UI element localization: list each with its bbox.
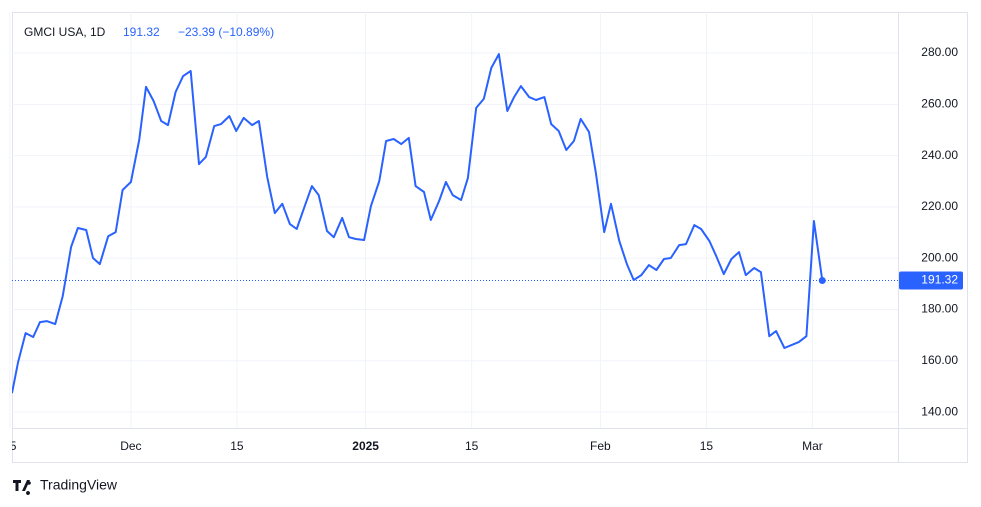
x-tick-label: 15 xyxy=(700,439,714,453)
x-tick-label: Mar xyxy=(802,439,823,453)
y-tick-label: 160.00 xyxy=(921,353,958,367)
y-tick-label: 220.00 xyxy=(921,199,958,213)
x-tick-label: 15 xyxy=(3,439,17,453)
y-tick-label: 140.00 xyxy=(921,404,958,418)
x-tick-label: 2025 xyxy=(352,439,379,453)
last-price-tag xyxy=(899,271,963,290)
chart-frame xyxy=(12,12,968,463)
y-tick-label: 260.00 xyxy=(921,97,958,111)
x-tick-label: Feb xyxy=(590,439,611,453)
y-tick-label: 180.00 xyxy=(921,302,958,316)
brand-name: TradingView xyxy=(40,477,118,493)
grid xyxy=(9,12,898,428)
last-point xyxy=(818,276,826,284)
price-change: −23.39 (−10.89%) xyxy=(178,25,274,39)
plot xyxy=(12,53,898,394)
x-tick-label: 15 xyxy=(230,439,244,453)
axes: 15 Dec 15 2025 15 Feb 15 Mar 140.00 160.00 180.00 2… xyxy=(3,45,963,453)
y-tick-label: 280.00 xyxy=(921,45,958,59)
last-price: 191.32 xyxy=(123,25,160,39)
x-tick-label: Dec xyxy=(120,439,141,453)
last-price-label: 191.32 xyxy=(921,273,958,287)
time-axis: 15 Dec 15 2025 15 Feb 15 Mar xyxy=(3,439,823,453)
brand-logo xyxy=(13,480,31,495)
x-tick-label: 15 xyxy=(465,439,479,453)
symbol-title: GMCI USA, 1D xyxy=(24,25,106,39)
price-line xyxy=(12,53,824,394)
y-tick-label: 240.00 xyxy=(921,148,958,162)
y-tick-label: 200.00 xyxy=(921,250,958,264)
